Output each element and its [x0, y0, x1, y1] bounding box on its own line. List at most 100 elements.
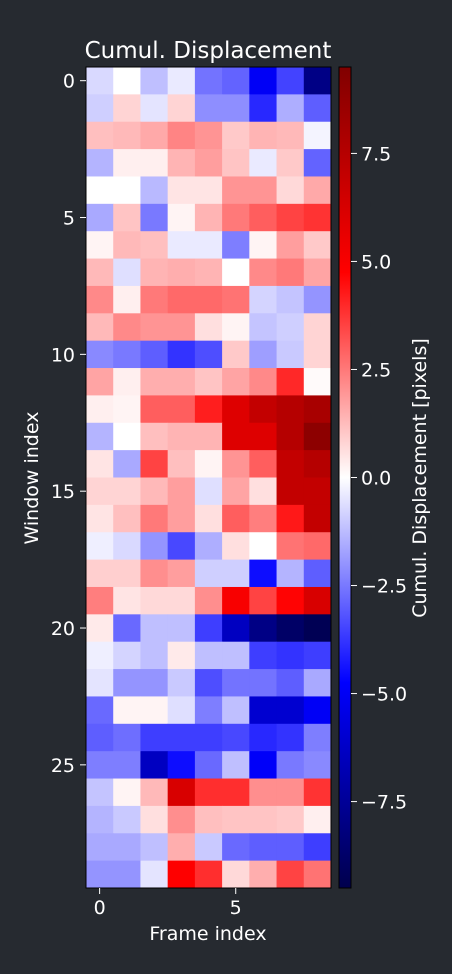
heatmap-cell [222, 641, 250, 670]
heatmap-cell [249, 833, 277, 862]
heatmap-cell [113, 395, 141, 424]
heatmap-cell [194, 860, 223, 889]
heatmap-cell [86, 121, 114, 150]
heatmap-cell [303, 422, 332, 451]
heatmap-cell [167, 67, 196, 95]
heatmap-cell [194, 121, 223, 150]
heatmap-cell [113, 176, 141, 205]
heatmap-cell [303, 313, 332, 342]
heatmap-cell [113, 614, 141, 643]
heatmap-cell [249, 231, 277, 259]
y-tick-label: 0 [63, 71, 75, 93]
heatmap-cell [303, 176, 332, 205]
heatmap-cell [167, 559, 196, 588]
heatmap-cell [194, 805, 223, 834]
heatmap-cell [86, 833, 114, 862]
heatmap-cell [222, 669, 250, 697]
heatmap-cell [167, 313, 196, 342]
heatmap-cell [194, 203, 223, 232]
heatmap-cell [222, 723, 250, 752]
heatmap-cell [249, 696, 277, 725]
heatmap-cell [140, 504, 169, 533]
heatmap-cell [113, 833, 141, 862]
heatmap-cell [194, 67, 223, 95]
heatmap-cell [249, 641, 277, 670]
heatmap-cell [194, 504, 223, 533]
heatmap-cell [86, 614, 114, 643]
heatmap-cell [86, 641, 114, 670]
heatmap-cell [113, 285, 141, 314]
heatmap-cell [276, 285, 305, 314]
heatmap-cell [276, 723, 305, 752]
chart-title: Cumul. Displacement [85, 38, 332, 64]
heatmap-cell [167, 778, 196, 807]
heatmap-cell [249, 176, 277, 205]
heatmap-cell [249, 258, 277, 287]
heatmap-cell [86, 586, 114, 615]
heatmap-cell [140, 94, 169, 123]
heatmap-cell [249, 477, 277, 506]
heatmap-cell [140, 368, 169, 396]
colorbar [338, 66, 352, 889]
heatmap-cell [303, 231, 332, 259]
heatmap-cell [194, 614, 223, 643]
heatmap-cell [86, 532, 114, 560]
heatmap-cell [140, 395, 169, 424]
heatmap-cell [276, 203, 305, 232]
heatmap-cell [276, 94, 305, 123]
heatmap-cell [222, 778, 250, 807]
heatmap-cell [140, 67, 169, 95]
heatmap-cell [140, 149, 169, 177]
heatmap-cell [194, 586, 223, 615]
heatmap-cell [86, 203, 114, 232]
heatmap-cell [140, 422, 169, 451]
heatmap-cell [167, 94, 196, 123]
heatmap-cell [167, 477, 196, 506]
heatmap-cell [276, 313, 305, 342]
heatmap-cell [140, 778, 169, 807]
heatmap-cell [113, 368, 141, 396]
heatmap-cell [222, 340, 250, 369]
heatmap-cell [249, 203, 277, 232]
heatmap-cell [167, 258, 196, 287]
heatmap-cell [276, 121, 305, 150]
heatmap-cell [249, 450, 277, 478]
heatmap-cell [194, 313, 223, 342]
x-tick-label: 5 [230, 897, 242, 919]
heatmap-cell [194, 833, 223, 862]
heatmap-cell [303, 504, 332, 533]
heatmap-cell [167, 532, 196, 560]
heatmap-cell [113, 723, 141, 752]
heatmap-cell [113, 231, 141, 259]
heatmap-cell [194, 532, 223, 560]
heatmap-cell [113, 778, 141, 807]
heatmap-cell [113, 860, 141, 889]
heatmap-cell [194, 751, 223, 779]
heatmap-cell [113, 696, 141, 725]
heatmap-cell [194, 477, 223, 506]
heatmap-cell [303, 67, 332, 95]
heatmap-cell [86, 723, 114, 752]
colorbar-ticks: 7.5 5.0 2.5 0.0 −2.5 −5.0 −7.5 [351, 143, 407, 814]
heatmap-cell [140, 833, 169, 862]
heatmap-cell [222, 285, 250, 314]
heatmap-cell [222, 450, 250, 478]
heatmap-cell [140, 203, 169, 232]
heatmap-cell [194, 285, 223, 314]
heatmap-cell [194, 778, 223, 807]
heatmap-cell [167, 614, 196, 643]
heatmap-cell [303, 203, 332, 232]
heatmap-cell [222, 805, 250, 834]
heatmap-cell [303, 285, 332, 314]
heatmap-cell [167, 833, 196, 862]
heatmap-cell [276, 532, 305, 560]
y-tick-label: 10 [51, 344, 75, 366]
heatmap-cell [222, 751, 250, 779]
heatmap-cell [303, 559, 332, 588]
colorbar-tick-label: −2.5 [361, 576, 407, 598]
heatmap-cell [86, 559, 114, 588]
x-axis-label: Frame index [149, 923, 266, 945]
heatmap-cell [303, 395, 332, 424]
